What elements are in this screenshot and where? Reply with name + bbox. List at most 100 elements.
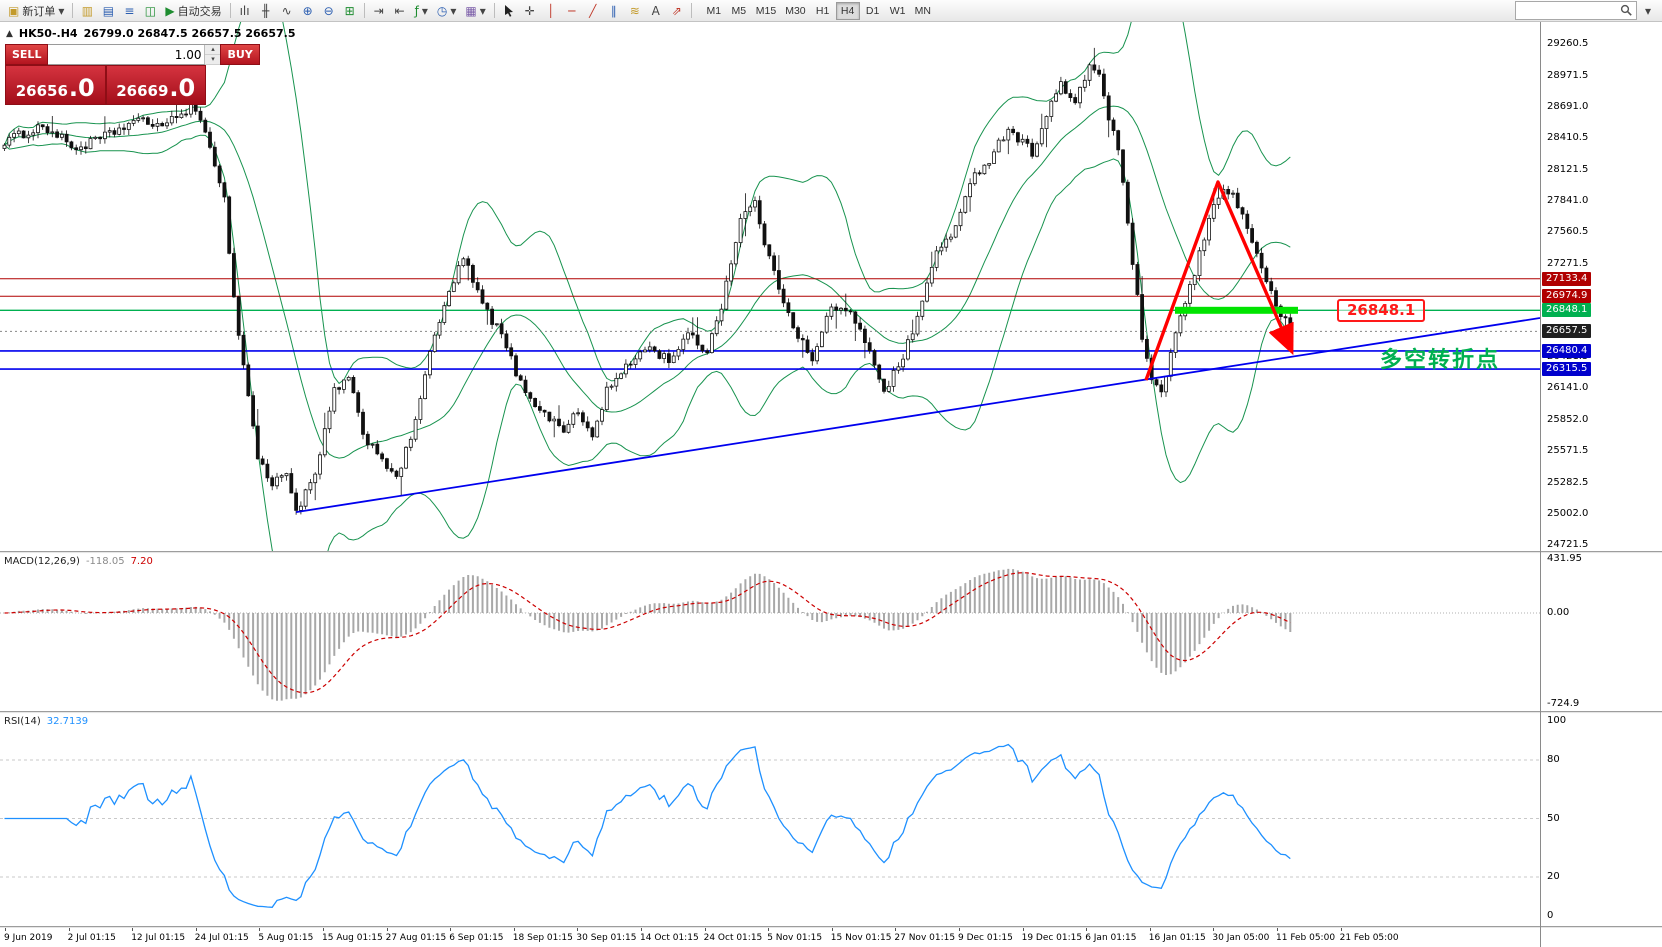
line-chart-button[interactable]: ∿ bbox=[277, 1, 297, 20]
date-axis-tick bbox=[704, 928, 706, 931]
rsi-value: 32.7139 bbox=[46, 716, 89, 727]
date-axis-tick bbox=[1213, 928, 1215, 931]
zoom-out-button[interactable]: ⊖ bbox=[319, 1, 339, 20]
date-axis-tick bbox=[895, 928, 897, 931]
rsi-axis-label: 50 bbox=[1547, 813, 1560, 824]
vertical-line-icon: │ bbox=[547, 3, 555, 18]
timeframe-button-mn[interactable]: MN bbox=[911, 2, 935, 20]
date-axis-label: 15 Nov 01:15 bbox=[830, 933, 892, 943]
price-axis-label: 26141.0 bbox=[1547, 382, 1589, 393]
date-axis-label: 6 Jan 01:15 bbox=[1085, 933, 1137, 943]
timeframe-button-w1[interactable]: W1 bbox=[886, 2, 910, 20]
macd-axis-label: 431.95 bbox=[1547, 553, 1582, 564]
date-axis-label: 2 Jul 01:15 bbox=[67, 933, 116, 943]
date-axis[interactable]: 9 Jun 2019 2 Jul 01:15 12 Jul 01:15 24 Jul … bbox=[0, 928, 1662, 947]
periods-button[interactable]: ◷ ▾ bbox=[433, 1, 461, 20]
timeframe-button-m5[interactable]: M5 bbox=[727, 2, 751, 20]
timeframe-button-m30[interactable]: M30 bbox=[781, 2, 809, 20]
sell-button[interactable]: SELL bbox=[5, 44, 49, 65]
macd-canvas[interactable] bbox=[0, 554, 1540, 711]
one-click-panel-toggle[interactable]: ▲ bbox=[6, 28, 13, 39]
date-axis-label: 5 Nov 01:15 bbox=[767, 933, 823, 943]
vertical-line-tool-button[interactable]: │ bbox=[541, 1, 561, 20]
autotrading-button[interactable]: ▶ 自动交易 bbox=[161, 1, 225, 20]
arrows-tool-button[interactable]: ⇗ bbox=[667, 1, 687, 20]
channel-tool-button[interactable]: ∥ bbox=[604, 1, 624, 20]
main-chart-canvas[interactable] bbox=[0, 22, 1540, 551]
price-axis-label: 25852.0 bbox=[1547, 414, 1589, 425]
toolbar-separator bbox=[72, 3, 74, 18]
timeframe-group: M1 M5 M15 M30 H1 H4 D1 W1 MN bbox=[702, 1, 935, 20]
new-chart-button[interactable]: ▥ bbox=[77, 1, 97, 20]
horizontal-line-tool-button[interactable]: ─ bbox=[562, 1, 582, 20]
buy-price-button[interactable]: 26669.0 bbox=[105, 65, 206, 105]
price-axis-label: 25571.5 bbox=[1547, 445, 1589, 456]
price-axis-label: 28691.0 bbox=[1547, 101, 1589, 112]
timeframe-button-h4[interactable]: H4 bbox=[835, 1, 860, 20]
indicators-button[interactable]: ƒ ▾ bbox=[411, 1, 432, 20]
buy-button[interactable]: BUY bbox=[220, 44, 260, 65]
symbol-ohlc: 26799.0 26847.5 26657.5 26657.5 bbox=[83, 27, 296, 40]
chart-shift-button[interactable]: ⇤ bbox=[390, 1, 410, 20]
search-input[interactable] bbox=[1518, 3, 1619, 18]
date-axis-tick bbox=[959, 928, 960, 931]
candlestick-icon: ╫ bbox=[261, 3, 270, 18]
date-axis-label: 15 Aug 01:15 bbox=[322, 933, 383, 943]
sell-price: 26656 bbox=[15, 82, 68, 100]
date-axis-tick bbox=[831, 928, 833, 931]
text-tool-button[interactable]: A bbox=[646, 1, 666, 20]
navigator-button[interactable]: ◫ bbox=[140, 1, 160, 20]
date-axis-tick bbox=[577, 928, 579, 931]
autotrading-play-icon: ▶ bbox=[165, 3, 175, 18]
tile-windows-button[interactable]: ⊞ bbox=[340, 1, 360, 20]
price-annotation-box[interactable]: 26848.1 bbox=[1337, 299, 1426, 322]
price-axis[interactable]: 29260.5 28971.5 28691.0 28410.5 28121.5 27841… bbox=[1541, 22, 1661, 551]
rsi-axis-label: 20 bbox=[1547, 871, 1560, 882]
timeframe-button-m1[interactable]: M1 bbox=[702, 2, 726, 20]
arrows-tool-icon: ⇗ bbox=[671, 3, 682, 18]
symbol-name: HK50-.H4 bbox=[18, 27, 78, 40]
axis-separator-line bbox=[1540, 22, 1541, 947]
price-axis-label: 28410.5 bbox=[1547, 132, 1589, 143]
price-axis-label: 27841.0 bbox=[1547, 195, 1589, 206]
date-axis-label: 9 Jun 2019 bbox=[4, 933, 53, 943]
search-button[interactable] bbox=[1619, 4, 1634, 17]
panel-splitter[interactable] bbox=[0, 711, 1662, 714]
auto-scroll-button[interactable]: ⇥ bbox=[369, 1, 389, 20]
new-order-icon: ▣ bbox=[8, 3, 20, 18]
date-axis-label: 14 Oct 01:15 bbox=[640, 933, 699, 943]
bar-chart-button[interactable]: ılı bbox=[235, 1, 255, 20]
templates-button[interactable]: ▦ ▾ bbox=[461, 1, 489, 20]
sell-price-button[interactable]: 26656.0 bbox=[5, 65, 106, 105]
sell-price-big-digit: .0 bbox=[68, 74, 95, 102]
market-watch-button[interactable]: ≡ bbox=[119, 1, 139, 20]
new-order-button[interactable]: ▣ 新订单 ▾ bbox=[4, 1, 68, 20]
buy-price: 26669 bbox=[116, 82, 169, 100]
timeframe-button-m15[interactable]: M15 bbox=[752, 2, 780, 20]
zoom-in-button[interactable]: ⊕ bbox=[298, 1, 318, 20]
timeframe-button-d1[interactable]: D1 bbox=[861, 2, 885, 20]
fibonacci-tool-button[interactable]: ≋ bbox=[625, 1, 645, 20]
volume-input[interactable] bbox=[48, 45, 205, 64]
candlestick-button[interactable]: ╫ bbox=[256, 1, 276, 20]
date-axis-label: 24 Oct 01:15 bbox=[703, 933, 763, 943]
crosshair-tool-button[interactable]: ✛ bbox=[520, 1, 540, 20]
date-axis-tick bbox=[768, 928, 770, 931]
rsi-canvas[interactable] bbox=[0, 714, 1540, 926]
panel-splitter[interactable] bbox=[0, 551, 1662, 554]
date-axis-tick bbox=[450, 928, 452, 931]
cursor-tool-button[interactable] bbox=[499, 1, 519, 20]
text-tool-icon: A bbox=[651, 3, 660, 18]
crosshair-icon: ✛ bbox=[524, 3, 535, 18]
macd-axis-label: 0.00 bbox=[1547, 607, 1570, 618]
timeframe-button-h1[interactable]: H1 bbox=[811, 2, 835, 20]
volume-stepper: ▴ ▾ bbox=[48, 44, 221, 65]
toolbar-overflow-button[interactable]: ▾ bbox=[1638, 1, 1658, 20]
profiles-button[interactable]: ▤ bbox=[98, 1, 118, 20]
date-axis-tick bbox=[1340, 928, 1342, 931]
volume-decrease-button[interactable]: ▾ bbox=[205, 55, 221, 65]
volume-increase-button[interactable]: ▴ bbox=[205, 45, 221, 55]
trendline-tool-button[interactable]: ╱ bbox=[583, 1, 603, 20]
turning-point-annotation[interactable]: 多空转折点 bbox=[1380, 348, 1501, 373]
